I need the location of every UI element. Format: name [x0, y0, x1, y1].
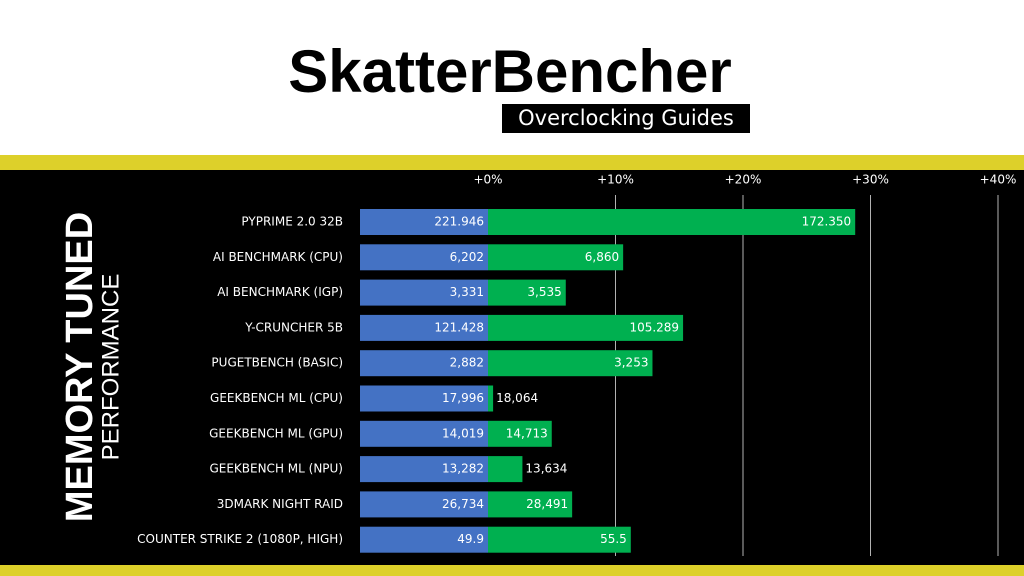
x-tick-label: +20%: [725, 173, 762, 187]
value-label: 105.289: [629, 320, 679, 334]
category-label: GEEKBENCH ML (GPU): [209, 426, 343, 440]
bar: [488, 314, 684, 341]
x-tick-label: +40%: [980, 173, 1017, 187]
bar: [488, 279, 566, 306]
bar: [488, 526, 631, 553]
category-label: Y-CRUNCHER 5B: [244, 320, 343, 334]
value-label: 13,634: [525, 462, 567, 476]
stripe-bottom: [0, 565, 1024, 576]
bar: [488, 209, 856, 235]
baseline-label: 49.9: [457, 532, 484, 546]
baseline-bar: [360, 350, 488, 377]
category-label: PYPRIME 2.0 32B: [241, 215, 343, 229]
baseline-label: 14,019: [442, 426, 484, 440]
value-label: 3,253: [614, 356, 648, 370]
category-label: PUGETBENCH (BASIC): [211, 356, 343, 370]
category-label: GEEKBENCH ML (CPU): [210, 391, 343, 405]
bar: [488, 420, 552, 447]
chart-subtitle: Overclocking Guides: [518, 106, 734, 130]
side-subtitle: PERFORMANCE: [97, 274, 124, 461]
baseline-label: 17,996: [442, 391, 484, 405]
value-label: 28,491: [526, 497, 568, 511]
category-label: AI BENCHMARK (IGP): [217, 285, 343, 299]
x-tick-label: +0%: [473, 173, 502, 187]
baseline-label: 3,331: [450, 285, 484, 299]
category-label: AI BENCHMARK (CPU): [213, 250, 343, 264]
baseline-bar: [360, 244, 488, 271]
bar: [488, 385, 494, 412]
value-label: 55.5: [600, 532, 627, 546]
baseline-bar: [360, 385, 488, 412]
baseline-label: 13,282: [442, 462, 484, 476]
value-label: 18,064: [496, 391, 538, 405]
baseline-bar: [360, 420, 488, 447]
value-label: 3,535: [527, 285, 561, 299]
baseline-bar: [360, 209, 488, 235]
baseline-bar: [360, 456, 488, 483]
x-tick-label: +30%: [852, 173, 889, 187]
subtitle-box: [502, 104, 750, 133]
value-label: 172.350: [802, 215, 852, 229]
baseline-bar: [360, 526, 488, 553]
category-label: GEEKBENCH ML (NPU): [209, 462, 343, 476]
baseline-bar: [360, 491, 488, 518]
baseline-bar: [360, 279, 488, 306]
bar: [488, 350, 653, 377]
baseline-bar: [360, 314, 488, 341]
chart-title: SkatterBencher: [288, 38, 732, 105]
baseline-label: 221.946: [434, 215, 484, 229]
baseline-label: 6,202: [450, 250, 484, 264]
bar: [488, 244, 624, 271]
category-label: 3DMARK NIGHT RAID: [217, 497, 343, 511]
x-tick-label: +10%: [597, 173, 634, 187]
baseline-label: 121.428: [434, 320, 484, 334]
baseline-label: 2,882: [450, 356, 484, 370]
side-title: MEMORY TUNED: [59, 212, 101, 522]
value-label: 14,713: [506, 426, 548, 440]
stripe-top: [0, 155, 1024, 170]
bar: [488, 491, 573, 518]
category-label: COUNTER STRIKE 2 (1080P, HIGH): [137, 532, 343, 546]
value-label: 6,860: [585, 250, 619, 264]
bar: [488, 456, 523, 483]
baseline-label: 26,734: [442, 497, 484, 511]
